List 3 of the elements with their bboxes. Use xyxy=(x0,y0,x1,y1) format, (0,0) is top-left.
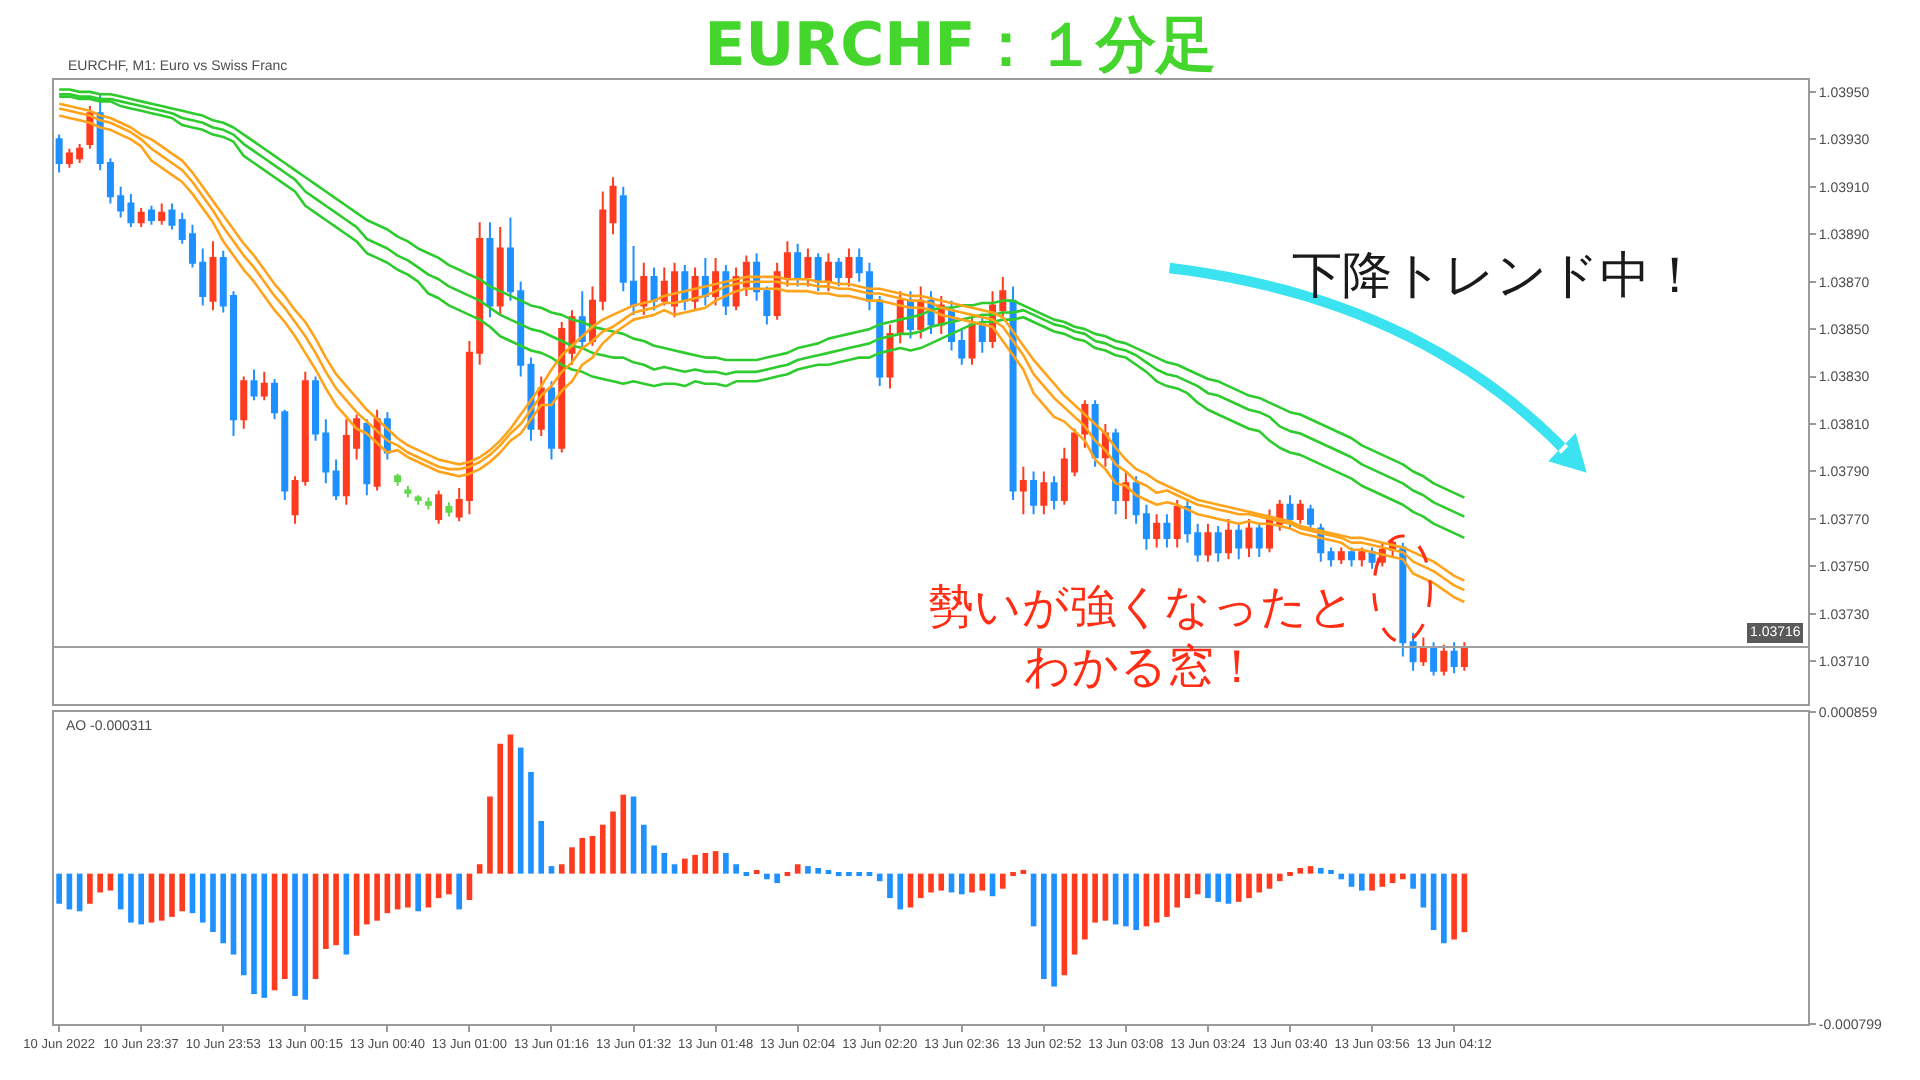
annotation: 勢いが強くなったとわかる窓！ xyxy=(928,582,1356,694)
annotation: 下降トレンド中！ xyxy=(1292,246,1700,304)
chart-title: EURCHF：１分足 xyxy=(704,11,1216,81)
